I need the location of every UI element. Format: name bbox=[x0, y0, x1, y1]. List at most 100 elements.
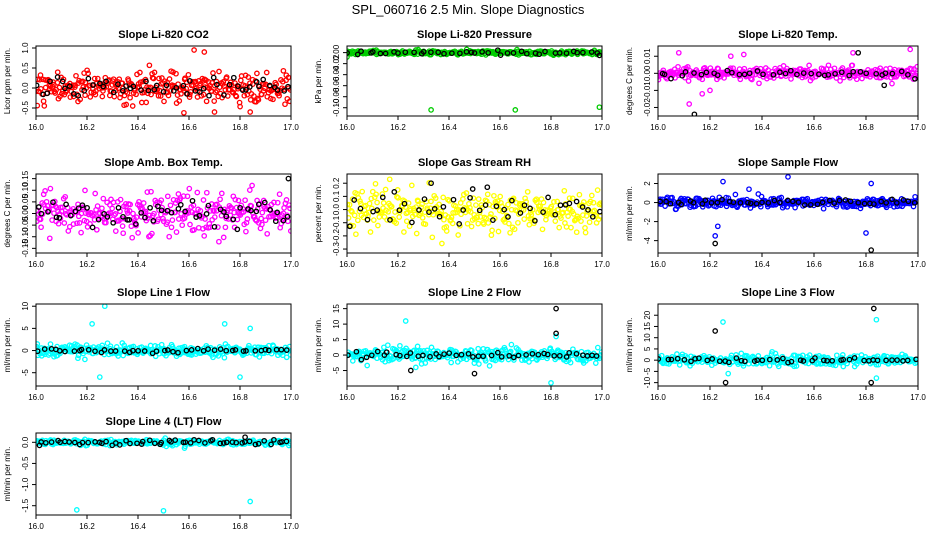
data-point-selected bbox=[523, 352, 529, 358]
data-point bbox=[210, 70, 216, 76]
data-point bbox=[247, 80, 253, 87]
data-point bbox=[475, 220, 482, 227]
data-point-selected bbox=[239, 440, 246, 446]
outlier-point bbox=[868, 247, 875, 253]
data-point bbox=[91, 75, 98, 82]
data-point-selected bbox=[501, 206, 508, 213]
y-tick-label: -0.1 bbox=[332, 215, 341, 229]
data-point bbox=[280, 67, 287, 74]
data-point bbox=[443, 228, 450, 234]
data-point-selected bbox=[205, 346, 211, 352]
data-point-selected bbox=[260, 76, 267, 83]
data-point bbox=[576, 191, 583, 198]
data-point-selected bbox=[691, 70, 697, 76]
data-point bbox=[164, 193, 171, 200]
data-point-selected bbox=[460, 207, 467, 213]
data-point bbox=[453, 206, 460, 213]
data-point bbox=[119, 223, 126, 229]
data-point-selected bbox=[172, 437, 179, 443]
outlier-point bbox=[553, 305, 559, 312]
data-point-selected bbox=[905, 71, 911, 78]
data-point-selected bbox=[842, 197, 849, 203]
data-point-selected bbox=[824, 357, 830, 364]
data-point-selected bbox=[770, 71, 777, 78]
chart-title: Slope Li-820 CO2 bbox=[118, 29, 208, 41]
x-tick-label: 16.2 bbox=[390, 393, 406, 402]
data-point bbox=[382, 186, 389, 193]
data-point bbox=[148, 188, 154, 195]
data-point bbox=[200, 91, 207, 98]
data-point-selected bbox=[211, 223, 218, 230]
data-point bbox=[232, 196, 239, 203]
data-point-selected bbox=[420, 352, 426, 359]
data-point-selected bbox=[103, 78, 109, 85]
data-point bbox=[99, 342, 106, 349]
data-point bbox=[168, 224, 175, 231]
data-point-selected bbox=[883, 357, 889, 364]
data-point-selected bbox=[138, 209, 145, 216]
data-point bbox=[497, 193, 504, 200]
data-point bbox=[120, 230, 127, 237]
data-point-selected bbox=[829, 357, 836, 364]
data-point bbox=[825, 62, 832, 69]
data-point bbox=[569, 195, 576, 202]
data-point-selected bbox=[253, 79, 260, 85]
outlier-point bbox=[863, 230, 869, 236]
data-point-selected bbox=[663, 198, 669, 205]
data-point-selected bbox=[230, 74, 237, 81]
x-tick-label: 16.4 bbox=[754, 260, 770, 269]
outlier-point bbox=[720, 319, 726, 325]
data-point-selected bbox=[521, 202, 528, 209]
data-point-selected bbox=[482, 202, 489, 208]
data-point bbox=[202, 216, 208, 222]
y-tick-label: -0.2 bbox=[332, 228, 341, 242]
data-point bbox=[766, 362, 773, 369]
data-point bbox=[151, 210, 157, 217]
points-layer bbox=[36, 304, 291, 380]
data-point-selected bbox=[863, 70, 870, 77]
data-point bbox=[359, 188, 366, 195]
data-point bbox=[282, 101, 288, 108]
data-point bbox=[422, 221, 429, 228]
data-point bbox=[197, 207, 204, 214]
x-tick-label: 16.0 bbox=[28, 123, 44, 132]
data-point bbox=[163, 352, 169, 359]
data-point-selected bbox=[436, 213, 443, 220]
x-tick-label: 16.0 bbox=[650, 260, 666, 269]
data-point-selected bbox=[808, 70, 815, 77]
data-point-selected bbox=[416, 207, 422, 213]
data-point-selected bbox=[784, 197, 791, 204]
x-tick-label: 16.8 bbox=[543, 393, 559, 402]
figure-title: SPL_060716 2.5 Min. Slope Diagnostics bbox=[351, 2, 585, 17]
data-point bbox=[57, 350, 63, 357]
data-point-selected bbox=[266, 82, 273, 89]
data-point bbox=[419, 214, 426, 221]
data-point bbox=[214, 87, 220, 94]
data-point-selected bbox=[883, 199, 890, 206]
data-point-selected bbox=[401, 200, 408, 207]
data-point-selected bbox=[450, 196, 457, 203]
y-tick-label: 0.2 bbox=[332, 177, 341, 189]
data-point bbox=[820, 205, 827, 212]
data-point bbox=[455, 232, 462, 238]
data-point bbox=[117, 196, 124, 203]
data-point-selected bbox=[766, 356, 773, 363]
data-point bbox=[158, 197, 165, 204]
data-point-selected bbox=[281, 88, 288, 94]
data-point bbox=[243, 228, 249, 235]
data-point bbox=[215, 224, 221, 230]
outlier-point bbox=[727, 53, 734, 60]
data-point-selected bbox=[702, 197, 709, 204]
data-point bbox=[203, 98, 210, 105]
data-point bbox=[129, 103, 136, 109]
data-point-selected bbox=[41, 346, 48, 352]
data-point bbox=[587, 198, 594, 205]
outlier-point bbox=[407, 367, 414, 374]
data-point bbox=[157, 93, 164, 99]
outlier-point bbox=[191, 47, 197, 53]
data-point bbox=[685, 78, 692, 84]
data-point-selected bbox=[588, 49, 595, 55]
y-tick-label: 10 bbox=[332, 319, 341, 328]
data-point bbox=[233, 204, 240, 211]
data-point bbox=[216, 68, 222, 75]
